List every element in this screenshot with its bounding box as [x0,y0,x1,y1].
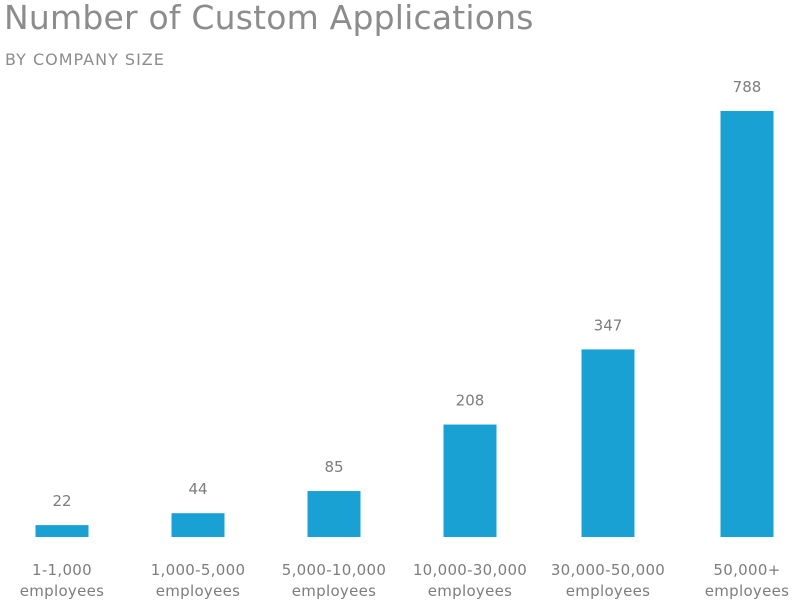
data-label-2: 85 [324,458,343,476]
category-label-2-line-0: 5,000-10,000 [282,561,386,579]
bar-4 [581,349,635,537]
bar-3 [443,424,497,537]
category-label-0-line-0: 1-1,000 [32,561,92,579]
data-label-3: 208 [456,392,485,410]
bar-2 [307,491,361,537]
category-label-1-line-1: employees [156,582,241,600]
chart-subtitle: BY COMPANY SIZE [5,50,165,69]
data-label-4: 347 [594,316,623,334]
category-label-3-line-1: employees [428,582,513,600]
category-label-4-line-0: 30,000-50,000 [551,561,665,579]
bar-0 [35,525,89,537]
data-label-0: 22 [52,492,71,510]
category-label-0-line-1: employees [20,582,105,600]
bar-5 [720,111,774,537]
category-label-4-line-1: employees [566,582,651,600]
chart-title: Number of Custom Applications [4,0,534,37]
data-label-5: 788 [733,78,762,96]
category-label-1-line-0: 1,000-5,000 [151,561,246,579]
category-label-5-line-0: 50,000+ [713,561,780,579]
category-label-3-line-0: 10,000-30,000 [413,561,527,579]
bar-1 [171,513,225,537]
data-label-1: 44 [188,480,207,498]
category-label-2-line-1: employees [292,582,377,600]
category-label-5-line-1: employees [705,582,790,600]
